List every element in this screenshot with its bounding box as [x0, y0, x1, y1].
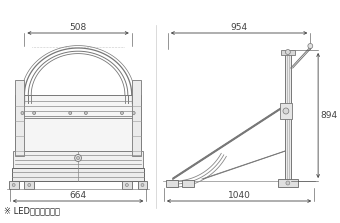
Bar — [278, 179, 298, 187]
Circle shape — [120, 112, 123, 114]
Circle shape — [308, 43, 313, 48]
Bar — [9, 181, 19, 189]
Circle shape — [21, 112, 24, 114]
Circle shape — [286, 181, 290, 185]
Circle shape — [33, 112, 36, 114]
Circle shape — [132, 112, 135, 114]
Circle shape — [75, 155, 82, 161]
Text: ※ LED矢印板を除く: ※ LED矢印板を除く — [4, 206, 60, 215]
Circle shape — [286, 50, 290, 54]
Circle shape — [69, 112, 72, 114]
Text: 954: 954 — [231, 23, 248, 31]
Circle shape — [283, 108, 289, 114]
Circle shape — [76, 157, 80, 159]
Circle shape — [125, 184, 128, 186]
Bar — [24, 181, 34, 189]
Circle shape — [141, 184, 144, 186]
Bar — [15, 80, 24, 156]
Bar — [15, 95, 141, 151]
Text: 894: 894 — [321, 111, 338, 120]
Circle shape — [28, 184, 31, 186]
Bar — [285, 53, 291, 181]
Bar — [12, 168, 144, 181]
Bar — [138, 181, 147, 189]
Bar — [122, 181, 132, 189]
Bar — [183, 180, 194, 187]
Circle shape — [12, 184, 15, 186]
Bar — [13, 151, 143, 168]
Bar — [132, 80, 141, 156]
Bar — [166, 180, 177, 187]
Text: 508: 508 — [69, 23, 87, 31]
Text: 1040: 1040 — [228, 190, 251, 200]
Text: 664: 664 — [69, 190, 87, 200]
Bar — [280, 103, 292, 119]
Bar — [281, 50, 295, 55]
Circle shape — [84, 112, 87, 114]
